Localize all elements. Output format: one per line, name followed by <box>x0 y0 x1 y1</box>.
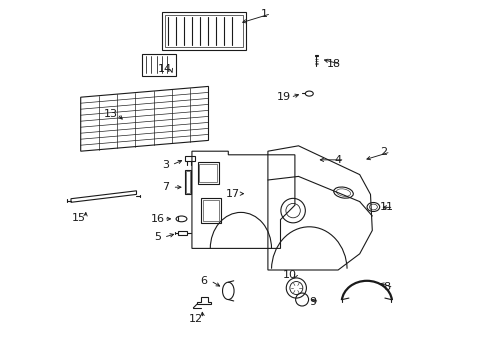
Bar <box>164 15 243 47</box>
Bar <box>199 164 217 182</box>
Text: 16: 16 <box>150 214 164 224</box>
Text: 1: 1 <box>261 9 267 19</box>
Bar <box>203 200 219 221</box>
Bar <box>162 12 246 50</box>
Bar <box>197 162 219 184</box>
Bar <box>142 54 176 76</box>
Text: 11: 11 <box>379 202 393 212</box>
Text: 18: 18 <box>326 59 340 69</box>
Text: 4: 4 <box>334 155 341 165</box>
Text: 9: 9 <box>309 297 316 307</box>
Text: 10: 10 <box>282 270 296 280</box>
Text: 8: 8 <box>383 282 390 292</box>
Text: 5: 5 <box>154 232 161 242</box>
Text: 14: 14 <box>157 64 171 74</box>
Text: 12: 12 <box>189 314 203 324</box>
Bar <box>201 198 221 223</box>
Bar <box>186 171 190 193</box>
Text: 6: 6 <box>200 276 207 286</box>
Text: 15: 15 <box>72 213 86 223</box>
Text: 13: 13 <box>103 109 117 119</box>
Bar <box>178 231 187 235</box>
Text: 17: 17 <box>225 189 240 199</box>
Text: 19: 19 <box>277 92 290 102</box>
Text: 3: 3 <box>162 160 168 170</box>
Bar <box>185 170 191 194</box>
Text: 7: 7 <box>162 182 169 192</box>
Bar <box>185 156 195 161</box>
Text: 2: 2 <box>380 147 387 157</box>
